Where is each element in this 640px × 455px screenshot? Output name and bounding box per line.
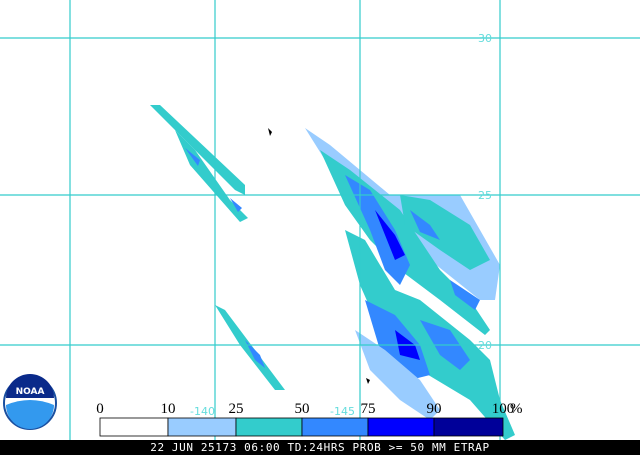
logo-text: NOAA [16, 387, 45, 397]
legend-swatch [367, 417, 435, 437]
legend-label: 25 [229, 401, 244, 417]
legend-unit: % [510, 401, 523, 417]
lon-label: -140 [190, 405, 215, 418]
legend-swatch [167, 417, 237, 437]
lon-label: -145 [330, 405, 355, 418]
lat-label: 25 [478, 189, 492, 202]
legend-swatch [99, 417, 169, 437]
legend-swatch [235, 417, 303, 437]
legend-label: 75 [361, 401, 376, 417]
precip-swaths [150, 105, 515, 440]
graticule [0, 0, 640, 440]
legend-swatch [433, 417, 504, 437]
footer-bar [0, 440, 640, 455]
legend-label: 100 [492, 401, 515, 417]
legend-label: 50 [295, 401, 310, 417]
lat-label: 20 [478, 339, 492, 352]
legend-label: 0 [96, 401, 104, 417]
legend-label: 10 [161, 401, 176, 417]
legend-label: 90 [427, 401, 442, 417]
legend: 0 10 25 50 75 90 100% [96, 401, 523, 437]
footer-text: 22 JUN 25173 06:00 TD:24HRS PROB >= 50 M… [150, 441, 489, 454]
legend-swatch [301, 417, 369, 437]
noaa-logo: NOAA [3, 374, 57, 430]
lat-label: 30 [478, 32, 492, 45]
